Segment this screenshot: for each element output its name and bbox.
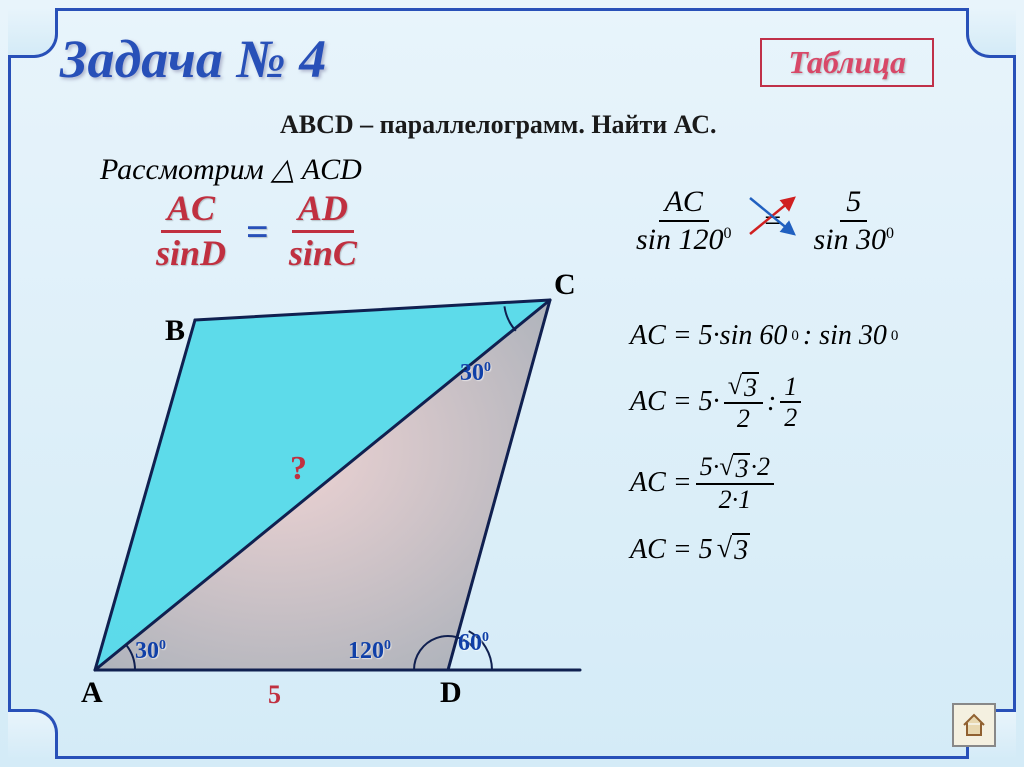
numerator: AD (292, 190, 354, 233)
cross-arrows-icon (742, 192, 802, 242)
frame-corner (8, 8, 58, 58)
numerator: AC (659, 186, 709, 222)
calc-line-2: AC = 5· √3 2 : 1 2 (630, 372, 898, 433)
substitution-equation: AC sin 1200 = 5 sin 300 (630, 186, 900, 255)
denominator: sin 1200 (630, 222, 738, 256)
fraction-left: AC sin 1200 (630, 186, 738, 255)
home-button[interactable] (952, 703, 996, 747)
table-button[interactable]: Таблица (760, 38, 934, 87)
frame-corner (966, 8, 1016, 58)
vertex-label-d: D (440, 676, 462, 710)
fraction-ad-sinc: AD sinC (283, 190, 363, 273)
numerator: 5 (840, 186, 867, 222)
fraction-right: 5 sin 300 (808, 186, 901, 255)
sine-rule-formula: AC sinD = AD sinC (150, 190, 363, 273)
calc-line-3: AC = 5·√3·2 2·1 (630, 453, 898, 514)
equals-with-cross: = (746, 204, 800, 238)
home-icon (960, 711, 988, 739)
denominator: sin 300 (808, 222, 901, 256)
page-title: Задача № 4 (60, 28, 326, 90)
problem-statement: ABCD – параллелограмм. Найти АС. (280, 110, 717, 140)
fraction: 1 2 (780, 373, 801, 432)
consider-text: Рассмотрим △ ACD (100, 152, 362, 187)
vertex-label-b: B (165, 314, 185, 348)
angle-label-d-ext: 600 (458, 630, 489, 657)
question-mark: ? (290, 450, 307, 488)
equals-sign: = (246, 208, 269, 255)
denominator: sinC (283, 233, 363, 273)
fraction: 5·√3·2 2·1 (696, 453, 774, 514)
side-label-ad: 5 (268, 680, 281, 710)
angle-label-c: 300 (460, 360, 491, 387)
fraction-ac-sind: AC sinD (150, 190, 232, 273)
vertex-label-c: C (554, 268, 576, 302)
calc-line-1: AC = 5·sin 600 : sin 300 (630, 320, 898, 352)
calc-line-4: AC = 5√3 (630, 533, 898, 567)
calculation-steps: AC = 5·sin 600 : sin 300 AC = 5· √3 2 : … (630, 320, 898, 567)
vertex-label-a: A (81, 676, 103, 710)
angle-label-d: 1200 (348, 638, 391, 665)
angle-label-a: 300 (135, 638, 166, 665)
numerator: AC (161, 190, 221, 233)
parallelogram-diagram: A B C D 300 1200 600 300 ? 5 (60, 280, 600, 720)
denominator: sinD (150, 233, 232, 273)
frame-corner (8, 709, 58, 759)
fraction: √3 2 (724, 372, 763, 433)
